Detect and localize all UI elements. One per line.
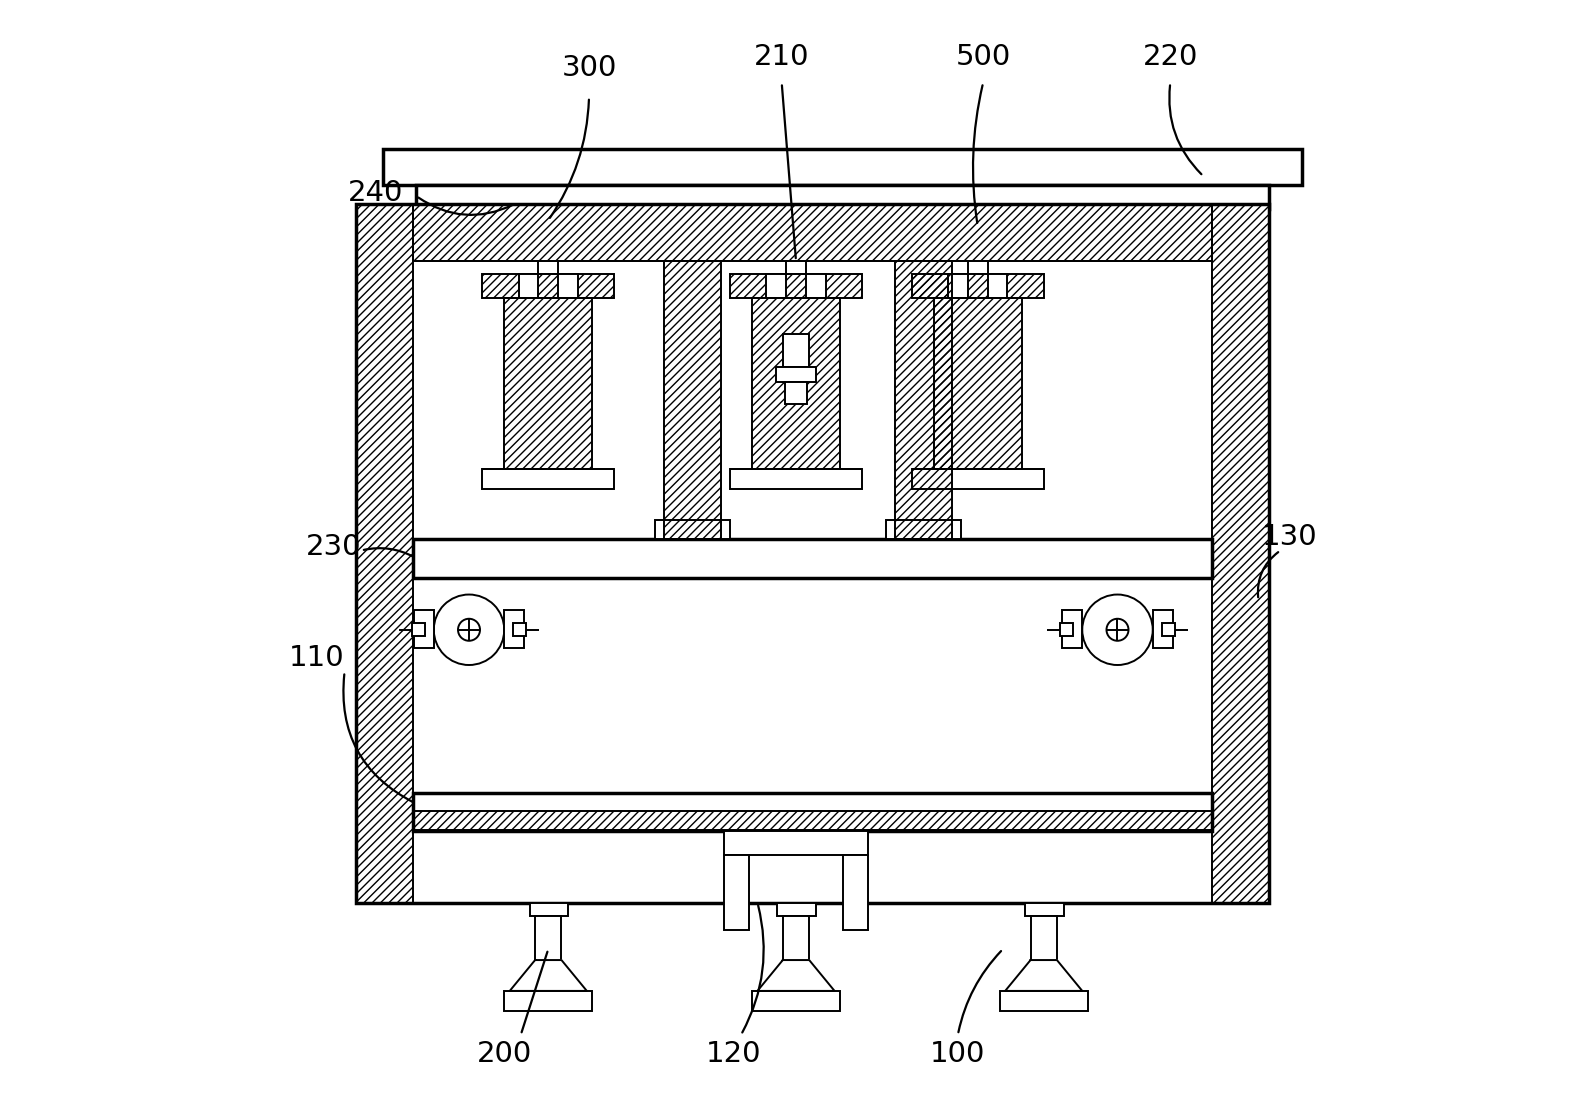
Bar <box>724 855 749 930</box>
Bar <box>730 469 862 489</box>
Bar <box>786 382 806 404</box>
Bar <box>504 298 593 469</box>
Bar <box>1213 204 1270 903</box>
Bar <box>413 811 1213 830</box>
Bar <box>1062 610 1083 648</box>
Bar <box>416 185 1270 209</box>
Polygon shape <box>509 960 587 991</box>
Text: 200: 200 <box>476 1039 531 1068</box>
Bar <box>783 334 809 367</box>
Bar <box>519 274 539 298</box>
Bar <box>806 274 825 298</box>
Bar <box>895 261 952 539</box>
Bar <box>999 991 1088 1011</box>
Text: 240: 240 <box>348 178 403 207</box>
Text: 210: 210 <box>754 43 809 72</box>
Bar <box>753 298 840 469</box>
Bar <box>1031 916 1058 960</box>
Bar <box>783 916 809 960</box>
Bar <box>664 261 721 539</box>
Bar <box>413 204 1213 261</box>
Bar <box>482 469 615 489</box>
Bar <box>730 274 862 298</box>
Bar <box>767 274 786 298</box>
Bar <box>482 274 615 298</box>
Text: 230: 230 <box>305 533 362 562</box>
Bar <box>949 274 968 298</box>
Bar <box>539 261 558 274</box>
Bar <box>968 261 988 274</box>
Polygon shape <box>757 960 835 991</box>
Polygon shape <box>1006 960 1083 991</box>
Bar <box>934 298 1021 469</box>
Text: 110: 110 <box>289 644 345 673</box>
Bar <box>558 274 579 298</box>
Bar <box>912 274 1043 298</box>
Text: 130: 130 <box>1262 523 1317 552</box>
Bar <box>912 469 1043 489</box>
Bar <box>1024 903 1064 916</box>
Bar <box>786 261 806 274</box>
Bar <box>514 623 526 636</box>
Bar <box>504 610 523 648</box>
Bar <box>530 903 568 916</box>
Bar <box>356 204 413 903</box>
Bar <box>411 623 425 636</box>
Bar <box>655 520 730 539</box>
Bar <box>778 903 816 916</box>
Bar <box>414 610 433 648</box>
Bar <box>356 204 1270 903</box>
Bar <box>534 916 561 960</box>
Bar <box>413 539 1213 578</box>
Bar <box>988 274 1007 298</box>
Bar <box>504 991 593 1011</box>
Bar <box>724 831 868 855</box>
Bar <box>1162 623 1175 636</box>
Bar <box>1061 623 1073 636</box>
Bar <box>753 991 840 1011</box>
Bar <box>887 520 961 539</box>
Bar <box>413 793 1213 831</box>
Text: 300: 300 <box>561 54 617 83</box>
Bar <box>843 855 868 930</box>
Text: 100: 100 <box>930 1039 985 1068</box>
Bar <box>383 149 1303 185</box>
Bar <box>1153 610 1173 648</box>
Text: 220: 220 <box>1143 43 1198 72</box>
Bar <box>776 367 816 382</box>
Text: 500: 500 <box>955 43 1010 72</box>
Text: 120: 120 <box>705 1039 760 1068</box>
